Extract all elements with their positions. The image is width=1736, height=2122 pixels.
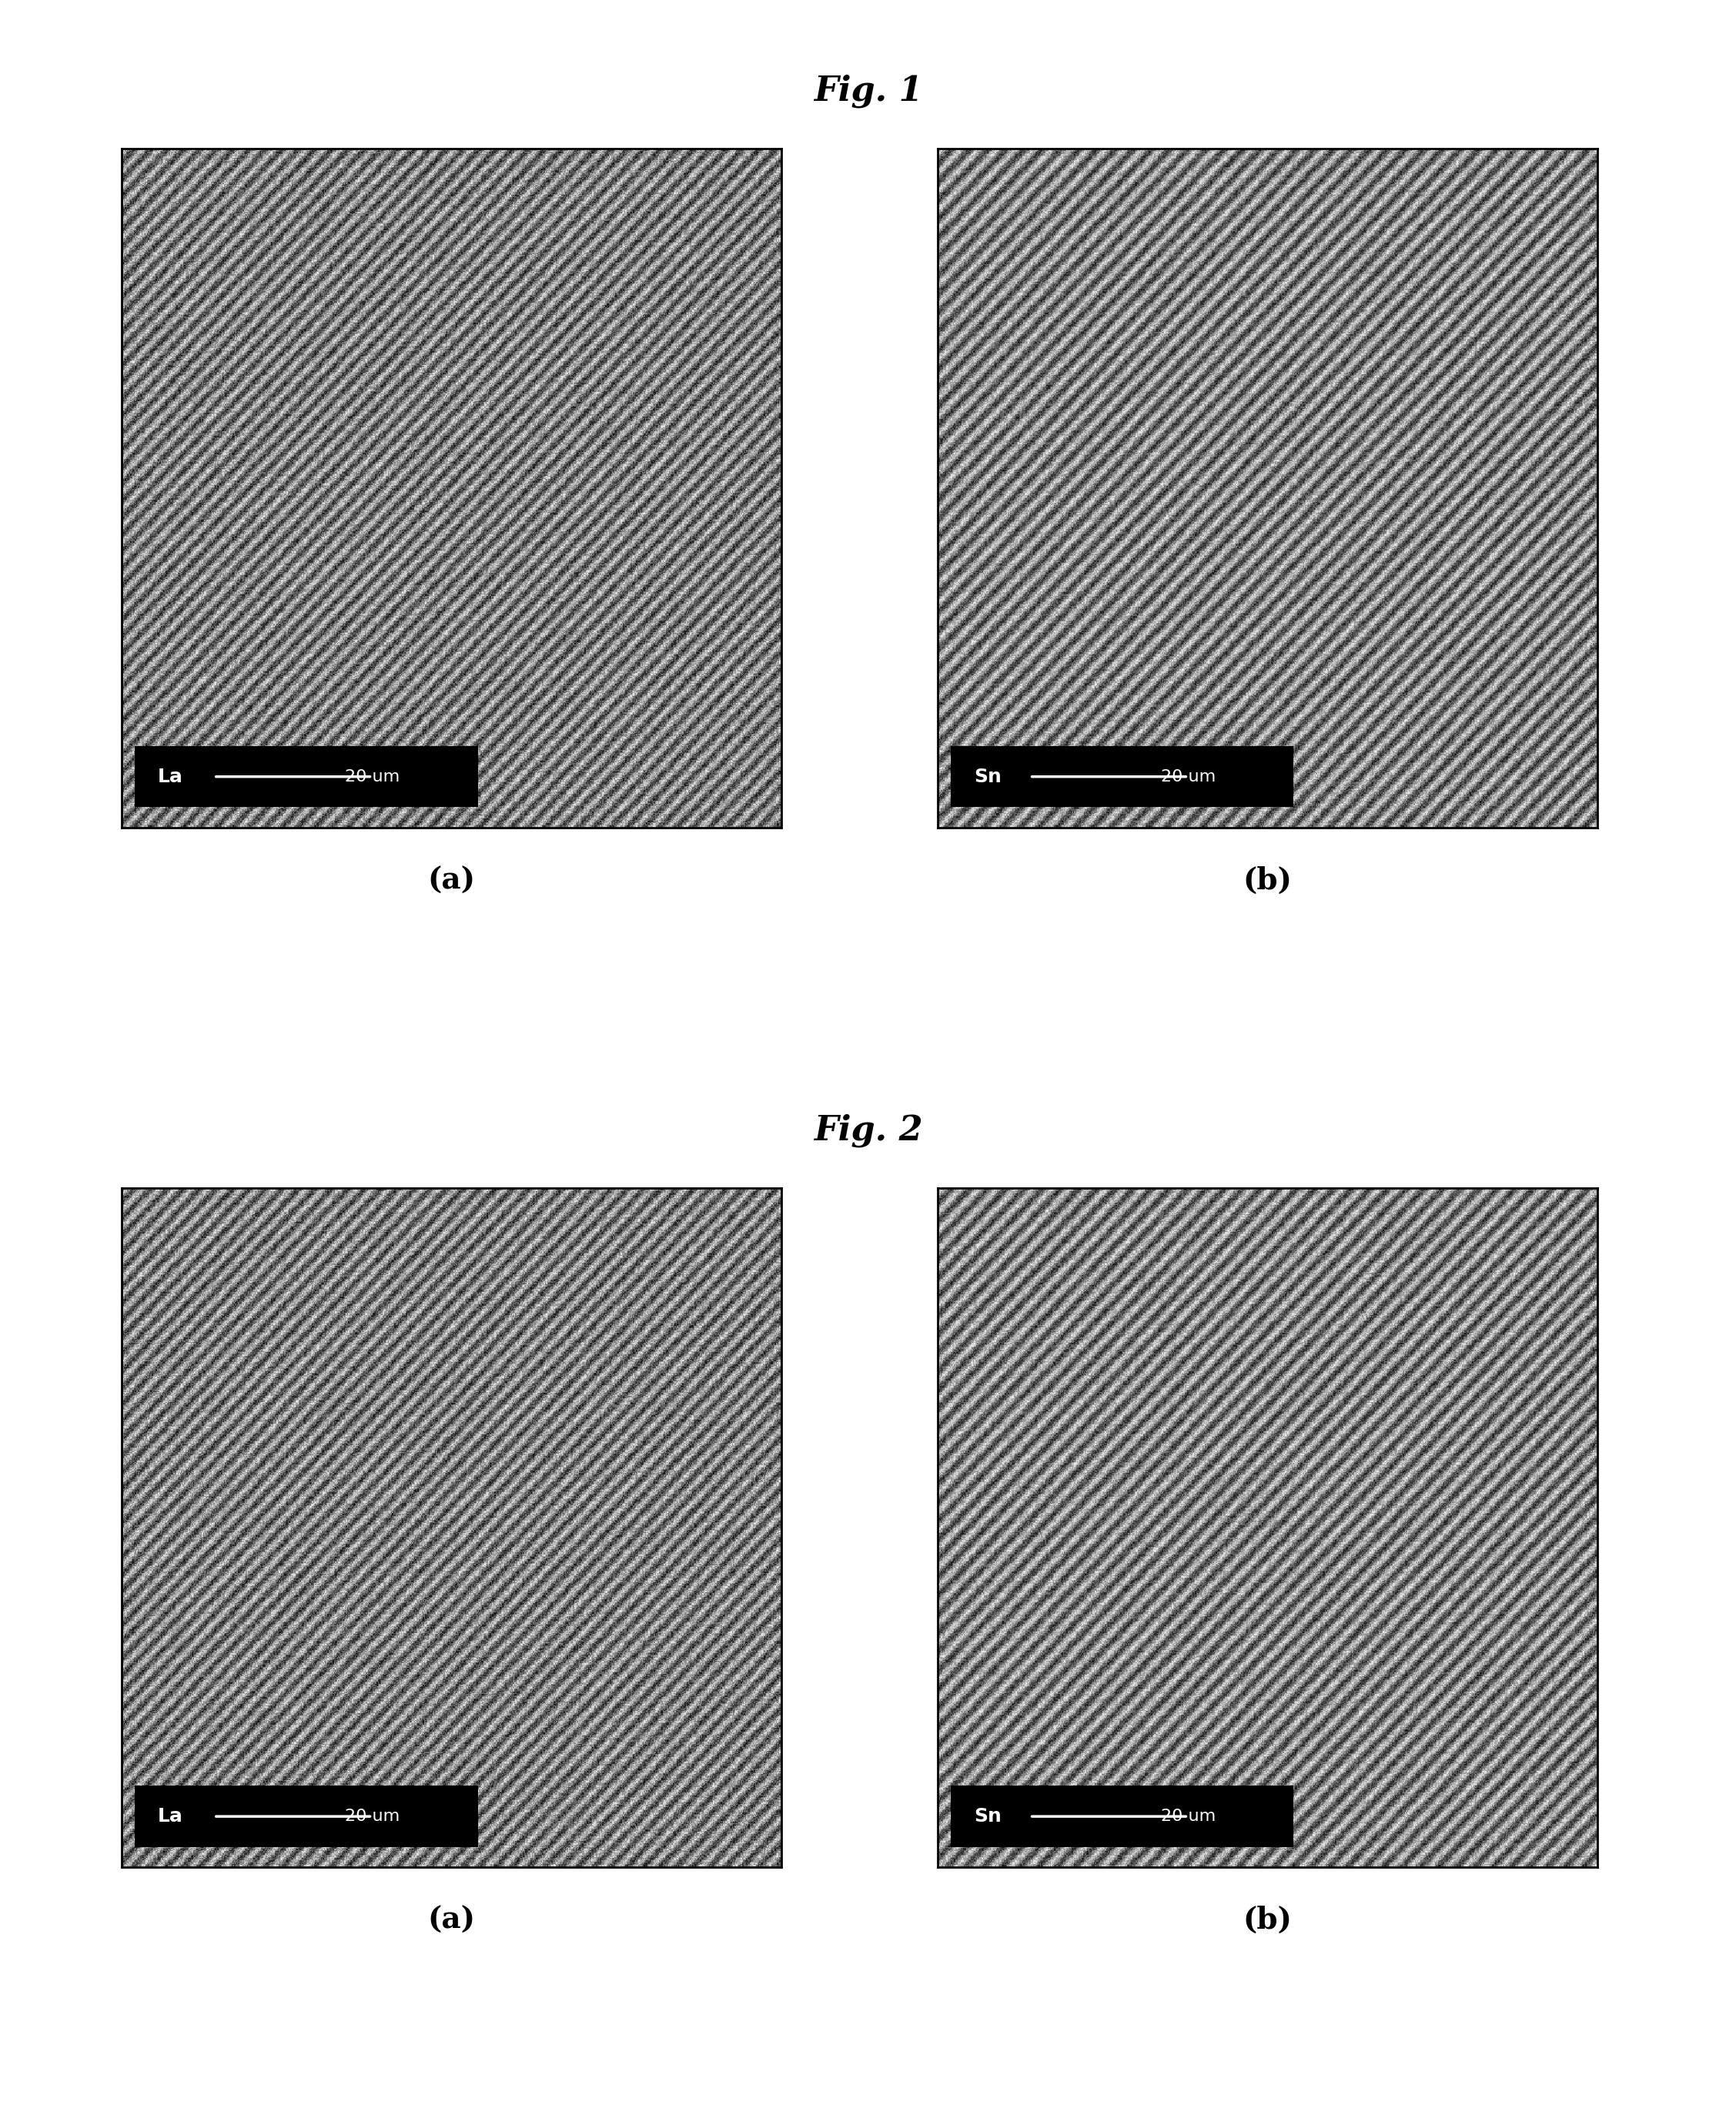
Bar	[951, 1787, 1293, 1846]
Bar	[951, 747, 1293, 806]
Text: Fig. 1: Fig. 1	[814, 74, 922, 108]
Text: Sn: Sn	[974, 1808, 1002, 1825]
Text: 20 um: 20 um	[345, 1808, 399, 1825]
Text: Fig. 2: Fig. 2	[814, 1114, 922, 1148]
Text: (b): (b)	[1243, 866, 1292, 895]
Text: (b): (b)	[1243, 1906, 1292, 1935]
Text: (a): (a)	[427, 866, 476, 895]
Text: (a): (a)	[427, 1906, 476, 1935]
Text: 20 um: 20 um	[345, 768, 399, 785]
Text: Sn: Sn	[974, 768, 1002, 785]
Bar	[135, 1787, 477, 1846]
Text: 20 um: 20 um	[1161, 1808, 1215, 1825]
Text: La: La	[158, 768, 182, 785]
Text: 20 um: 20 um	[1161, 768, 1215, 785]
Bar	[135, 747, 477, 806]
Text: La: La	[158, 1808, 182, 1825]
